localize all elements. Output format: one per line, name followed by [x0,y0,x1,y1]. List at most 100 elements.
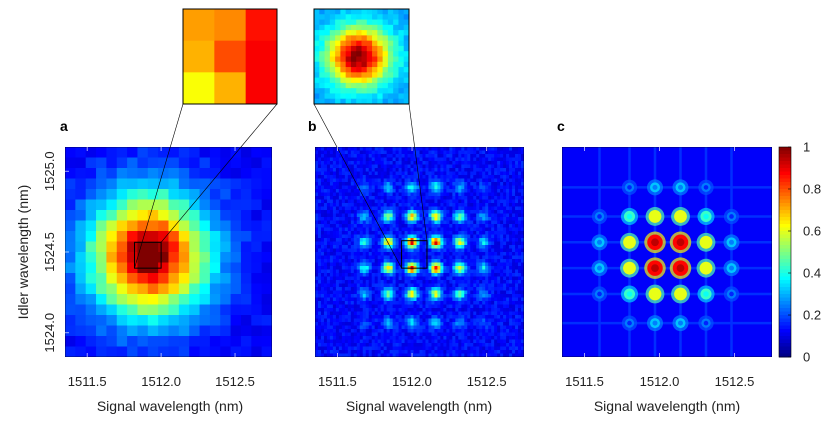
heatmap-cell [389,241,394,246]
heatmap-cell [398,308,403,312]
heatmap-cell [332,164,337,169]
heatmap-cell [458,339,462,344]
heatmap-cell [362,315,367,319]
heatmap-cell [515,224,519,228]
heatmap-cell [380,248,385,253]
heatmap-cell [479,248,483,253]
heatmap-cell [458,245,462,249]
heatmap-cell [350,220,355,225]
heatmap-cell [380,220,385,225]
heatmap-cell [521,315,524,319]
heatmap-cell [75,147,87,159]
lattice-peak-core [597,265,602,271]
heatmap-cell [356,182,361,186]
heatmap-cell [425,276,429,281]
heatmap-cell [230,168,242,180]
heatmap-cell [491,189,495,193]
heatmap-cell [461,252,465,256]
heatmap-cell [220,346,232,357]
heatmap-cell [320,322,325,326]
heatmap-cell [199,210,211,222]
heatmap-cell [416,234,420,239]
heatmap-cell [374,199,379,204]
heatmap-cell [368,311,373,316]
heatmap-cell [518,315,522,319]
heatmap-cell [467,336,471,340]
heatmap-cell [386,297,391,302]
heatmap-cell [178,241,190,253]
heatmap-cell [377,171,382,176]
heatmap-cell [353,213,358,218]
heatmap-cell [497,329,501,333]
heatmap-cell [359,266,364,270]
heatmap-cell [422,185,426,190]
heatmap-cell [383,353,388,357]
heatmap-cell [401,280,406,284]
heatmap-cell [356,311,361,316]
heatmap-cell [452,343,456,347]
heatmap-cell [392,248,397,253]
heatmap-cell [458,192,462,197]
heatmap-cell [437,171,441,176]
heatmap-cell [440,157,444,162]
heatmap-cell [518,304,522,309]
heatmap-cell [251,168,263,180]
heatmap-cell [509,168,513,172]
heatmap-cell [347,301,352,305]
heatmap-cell [356,234,361,239]
heatmap-cell [488,332,492,337]
heatmap-cell [446,234,450,239]
heatmap-cell [428,154,432,158]
heatmap-cell [491,269,495,274]
heatmap-cell [482,238,486,242]
heatmap-cell [404,294,409,298]
heatmap-cell [434,182,438,186]
heatmap-cell [440,164,444,169]
heatmap-cell [240,168,252,180]
heatmap-cell [413,287,418,291]
heatmap-cell [147,189,159,201]
heatmap-cell [404,262,409,267]
heatmap-cell [332,329,337,333]
heatmap-cell [362,322,367,326]
heatmap-cell [440,189,444,193]
heatmap-cell [494,339,498,344]
heatmap-cell [96,273,107,285]
heatmap-cell [509,164,513,169]
heatmap-cell [428,311,432,316]
heatmap-cell [106,252,118,264]
heatmap-cell [320,175,325,179]
heatmap-cell [512,224,516,228]
heatmap-cell [500,343,504,347]
heatmap-cell [240,252,252,264]
heatmap-cell [395,154,400,158]
heatmap-cell [377,343,382,347]
heatmap-cell [509,346,513,351]
heatmap-cell [419,227,423,232]
heatmap-cell [359,304,364,309]
heatmap-cell [353,252,358,256]
heatmap-cell [240,231,252,243]
heatmap-cell [518,322,522,326]
heatmap-cell [359,290,364,295]
heatmap-cell [389,189,394,193]
heatmap-cell [398,157,403,162]
heatmap-cell [401,227,406,232]
heatmap-cell [371,224,376,228]
inset-cell [350,77,357,84]
heatmap-cell [329,238,334,242]
heatmap-cell [467,168,471,172]
heatmap-cell [416,245,420,249]
heatmap-cell [365,234,370,239]
heatmap-cell [383,269,388,274]
heatmap-cell [326,157,331,162]
heatmap-cell [359,308,364,312]
inset-cell [340,45,347,52]
heatmap-cell [458,290,462,295]
heatmap-cell [521,262,524,267]
heatmap-cell [515,199,519,204]
lattice-peak-core [626,291,633,297]
heatmap-cell [332,297,337,302]
heatmap-cell [359,346,364,351]
heatmap-cell [512,245,516,249]
